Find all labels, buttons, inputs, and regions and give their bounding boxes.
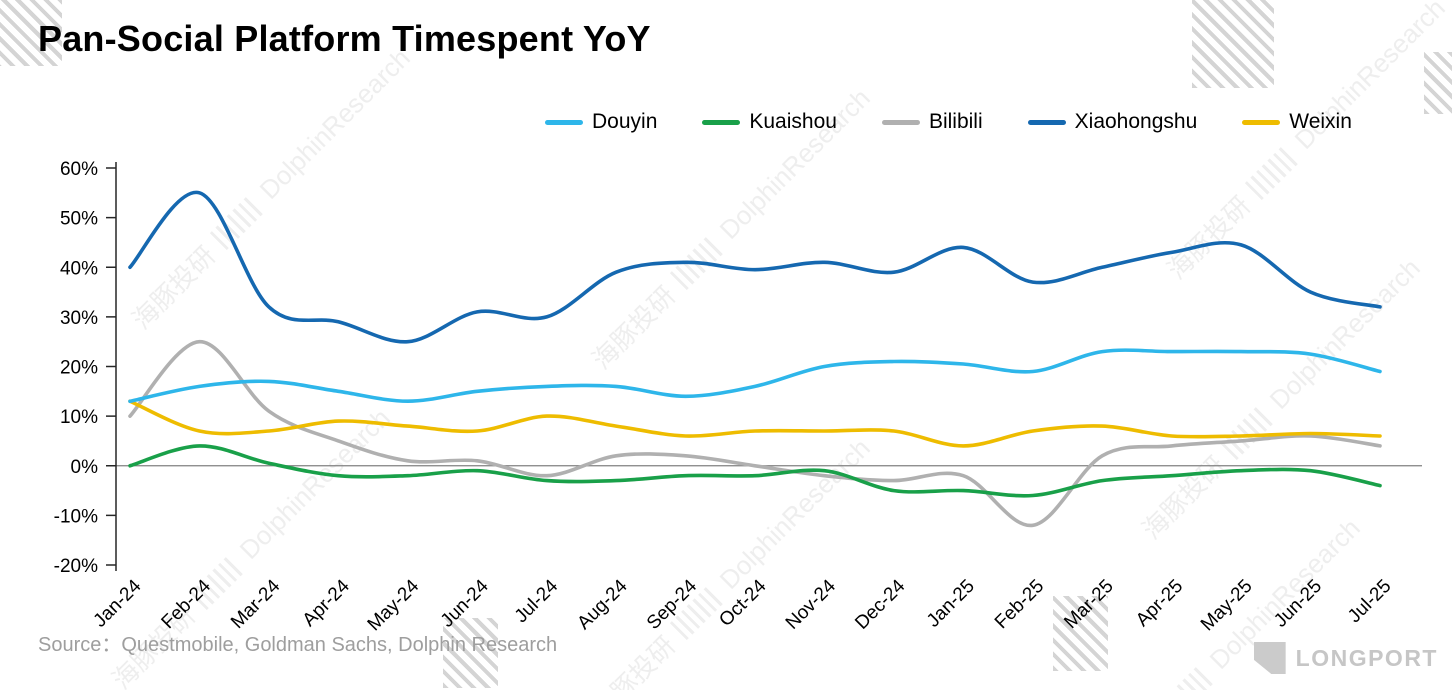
watermark-stripes xyxy=(1192,0,1274,88)
x-axis-tick-label: Jan-25 xyxy=(923,576,979,632)
longport-logo-icon xyxy=(1253,642,1286,674)
x-axis-tick-label: Mar-25 xyxy=(1060,576,1117,633)
x-axis-tick-label: May-25 xyxy=(1197,576,1257,636)
y-axis-tick-label: 30% xyxy=(60,308,98,329)
watermark-text-cn: 海豚投研 xyxy=(586,280,682,376)
x-axis-tick-label: Aug-24 xyxy=(573,575,631,633)
longport-logo: LONGPORT xyxy=(1253,642,1438,674)
x-axis-tick-label: Apr-25 xyxy=(1132,576,1187,631)
watermark-stripes xyxy=(1053,596,1108,671)
legend-item-xiaohongshu: Xiaohongshu xyxy=(1027,110,1198,134)
legend-item-weixin: Weixin xyxy=(1242,110,1352,134)
legend-swatch-weixin xyxy=(1242,119,1281,125)
x-axis-tick-label: May-24 xyxy=(364,575,424,635)
watermark-text-cn: 海豚投研 xyxy=(1136,450,1232,546)
series-line-kuaishou xyxy=(128,444,1382,498)
y-axis-tick-label: 50% xyxy=(60,209,98,230)
x-axis-tick-label: Feb-24 xyxy=(158,575,216,633)
chart-title: Pan-Social Platform Timespent YoY xyxy=(38,18,651,59)
legend-item-kuaishou: Kuaishou xyxy=(702,110,837,134)
y-axis-tick-label: 40% xyxy=(60,258,98,279)
x-axis-tick-label: Nov-24 xyxy=(782,575,840,633)
y-axis-tick-label: 10% xyxy=(60,407,98,428)
x-axis-tick-label: Jun-25 xyxy=(1270,576,1326,632)
x-axis-tick-label: Apr-24 xyxy=(299,575,354,630)
x-axis-tick-label: Jul-25 xyxy=(1344,576,1395,627)
legend-label: Kuaishou xyxy=(749,110,837,133)
watermark-text-en: DolphinResearch xyxy=(233,402,396,565)
legend-label: Weixin xyxy=(1289,110,1352,133)
y-axis-tick-label: -20% xyxy=(54,556,98,577)
series-line-douyin xyxy=(128,348,1382,404)
series-line-weixin xyxy=(128,399,1382,448)
watermark-text-cn: 海豚投研 xyxy=(586,630,682,690)
y-axis-tick-label: -10% xyxy=(54,506,98,527)
legend-swatch-douyin xyxy=(545,119,583,125)
source-note: Source：Questmobile, Goldman Sachs, Dolph… xyxy=(38,634,558,656)
watermark-text-en: DolphinResearch xyxy=(1263,252,1426,415)
longport-logo-text: LONGPORT xyxy=(1295,644,1438,671)
watermark-bars-icon xyxy=(1219,404,1275,460)
y-axis-tick-label: 0% xyxy=(71,457,99,478)
x-axis-tick-label: Dec-24 xyxy=(851,575,909,633)
watermark: 海豚投研 DolphinResearch xyxy=(1133,251,1429,547)
watermark-bars-icon xyxy=(189,554,245,610)
legend-swatch-bilibili xyxy=(881,119,920,125)
watermark: 海豚投研 DolphinResearch xyxy=(123,41,419,337)
series-line-bilibili xyxy=(128,339,1382,528)
x-axis-tick-label: Mar-24 xyxy=(227,575,285,633)
y-axis-tick-label: 20% xyxy=(60,358,98,379)
watermark-bars-icon xyxy=(209,194,265,250)
legend-label: Xiaohongshu xyxy=(1074,110,1198,133)
watermark-text-en: DolphinResearch xyxy=(713,82,876,245)
x-axis-tick-label: Jun-24 xyxy=(437,575,493,631)
x-axis-tick-label: Jul-24 xyxy=(511,575,563,627)
y-axis-tick-label: 60% xyxy=(60,159,98,180)
x-axis-tick-label: Sep-24 xyxy=(643,575,701,633)
x-axis-tick-label: Oct-24 xyxy=(715,575,770,630)
series-line-xiaohongshu xyxy=(128,190,1382,344)
watermark-bars-icon xyxy=(669,584,725,640)
watermark: 海豚投研 DolphinResearch xyxy=(583,431,879,690)
legend-item-douyin: Douyin xyxy=(545,110,657,134)
x-axis-tick-label: Jan-24 xyxy=(90,575,146,631)
watermark-text-en: DolphinResearch xyxy=(713,432,876,595)
watermark-bars-icon xyxy=(669,234,725,290)
watermark-text-cn: 海豚投研 xyxy=(126,240,222,336)
legend-swatch-kuaishou xyxy=(702,119,741,125)
watermark-text-cn: 海豚投研 xyxy=(1161,190,1257,286)
legend-label: Douyin xyxy=(592,110,658,133)
chart-legend: Douyin Kuaishou Bilibili Xiaohongshu Weixin xyxy=(545,110,1352,134)
legend-item-bilibili: Bilibili xyxy=(881,110,983,134)
x-axis-tick-label: Feb-25 xyxy=(991,576,1048,633)
watermark-text-en: DolphinResearch xyxy=(253,42,416,205)
legend-label: Bilibili xyxy=(928,110,983,133)
watermark-bars-icon xyxy=(1159,664,1215,690)
legend-swatch-xiaohongshu xyxy=(1027,119,1066,125)
watermark-stripes xyxy=(1424,52,1452,114)
watermark-bars-icon xyxy=(1244,144,1300,200)
